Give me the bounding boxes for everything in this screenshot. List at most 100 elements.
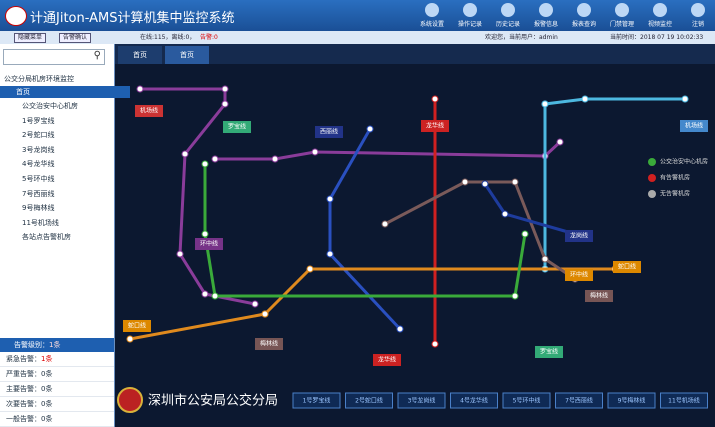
alarm-row: 严重告警：0条 <box>0 367 114 382</box>
toolbar-icon <box>615 3 629 17</box>
station <box>211 155 219 163</box>
alarm-count: 0条 <box>41 415 53 423</box>
toolbar-button[interactable]: 报警信息 <box>527 3 565 28</box>
line-button[interactable] <box>607 392 656 409</box>
line-button-label: 4号龙华线 <box>460 397 488 405</box>
line-button[interactable] <box>555 392 603 409</box>
alarm-title: 告警级别 <box>14 341 42 349</box>
tree-item[interactable]: 2号蛇口线 <box>22 131 55 140</box>
line-tag <box>535 346 563 358</box>
line-tag <box>680 120 708 132</box>
line-label: 龙华线 <box>426 122 444 130</box>
legend-label: 公交治安中心机房 <box>660 158 708 166</box>
line-button[interactable] <box>450 392 498 409</box>
current-user: 欢迎您，当前用户：admin <box>485 34 558 41</box>
tab[interactable]: 首页 <box>118 46 162 64</box>
station <box>396 325 404 333</box>
line-button-label: 11号机场线 <box>668 397 700 405</box>
tree-item[interactable]: 公交治安中心机房 <box>22 102 78 110</box>
legend-dot <box>648 190 656 198</box>
metro-line <box>215 140 562 161</box>
alarm-head: 告警级别：1条 <box>0 338 114 352</box>
tree-item[interactable]: 4号龙华线 <box>22 160 55 169</box>
tree-item[interactable]: 1号罗宝线 <box>22 116 55 125</box>
tree-item[interactable]: 7号西丽线 <box>22 189 55 198</box>
current-time: 当前时间：2018 07 19 10:02:33 <box>610 34 704 41</box>
line-button-label: 1号罗宝线 <box>303 397 331 405</box>
tree-item[interactable]: 11号机场线 <box>22 218 59 227</box>
metro-line <box>544 97 685 106</box>
station <box>311 148 319 156</box>
logo <box>5 6 27 26</box>
status-button[interactable]: 隐藏菜单 <box>14 33 47 43</box>
line-button[interactable] <box>502 392 551 409</box>
toolbar-button[interactable]: 门禁管理 <box>603 3 641 28</box>
station <box>541 100 549 108</box>
line-label: 梅林线 <box>260 340 278 348</box>
tree-item[interactable]: 各站点告警机房 <box>22 233 71 242</box>
station <box>176 250 184 258</box>
line-label: 机场线 <box>685 122 703 130</box>
line-tag <box>123 320 151 332</box>
station <box>211 292 219 300</box>
line-tag <box>195 238 223 250</box>
alarm-total: 1条 <box>49 341 61 349</box>
station <box>431 340 439 348</box>
line-button[interactable] <box>660 392 708 409</box>
tree-selected[interactable]: 首页 <box>0 86 130 98</box>
legend-label: 无告警机房 <box>660 190 690 198</box>
tab-bar: 首页 首页 <box>115 44 715 64</box>
line-button[interactable] <box>397 392 446 409</box>
station <box>201 290 209 298</box>
line-button[interactable] <box>345 392 393 409</box>
station <box>201 230 209 238</box>
toolbar-button[interactable]: 视频监控 <box>641 3 679 28</box>
status-info: 在线:115，离线:0， <box>140 34 196 41</box>
line-label: 机场线 <box>140 107 158 115</box>
tree-item[interactable]: 5号环中线 <box>22 175 55 183</box>
line-button[interactable] <box>292 392 341 409</box>
station <box>381 220 389 228</box>
toolbar-label: 视频监控 <box>647 21 672 28</box>
toolbar-button[interactable]: 历史记录 <box>489 3 527 28</box>
legend-label: 有告警机房 <box>660 174 690 182</box>
station <box>136 85 144 93</box>
tree-item[interactable]: 3号龙岗线 <box>22 145 55 154</box>
alarm-label: 严重告警： <box>6 370 41 378</box>
toolbar-button[interactable]: 操作记录 <box>451 3 489 28</box>
station <box>481 180 489 188</box>
toolbar-button[interactable]: 报表查询 <box>565 3 603 28</box>
line-label: 西丽线 <box>320 128 338 136</box>
station <box>511 178 519 186</box>
line-label: 蛇口线 <box>128 322 146 330</box>
line-tag <box>421 120 449 132</box>
line-tag <box>255 338 283 350</box>
alarm-row: 紧急告警：1条 <box>0 352 114 367</box>
line-label: 蛇口线 <box>618 263 636 271</box>
tree-item[interactable]: 9号梅林线 <box>22 204 55 213</box>
toolbar-label: 门禁管理 <box>609 21 634 28</box>
tree-root[interactable]: 公交分局机房环境监控 <box>4 75 74 83</box>
tab[interactable]: 首页 <box>165 46 209 64</box>
alarm-label: 次要告警： <box>6 400 41 408</box>
toolbar-button[interactable]: 系统设置 <box>413 3 451 28</box>
station <box>326 195 334 203</box>
line-tag <box>565 269 593 281</box>
line-button-label: 5号环中线 <box>513 397 541 405</box>
search-box[interactable]: ⚲ <box>3 49 105 65</box>
line-tag <box>315 126 343 138</box>
metro-line <box>263 267 615 316</box>
station <box>521 230 529 238</box>
toolbar-icon <box>425 3 439 17</box>
toolbar-icon <box>577 3 591 17</box>
station <box>541 255 549 263</box>
metro-line <box>129 312 266 341</box>
toolbar-button[interactable]: 注销 <box>679 3 715 28</box>
station <box>261 310 269 318</box>
alarm-count: 0条 <box>41 370 53 378</box>
line-label: 罗宝线 <box>540 348 558 356</box>
line-label: 环中线 <box>200 240 218 248</box>
status-button[interactable]: 告警确认 <box>59 33 92 43</box>
